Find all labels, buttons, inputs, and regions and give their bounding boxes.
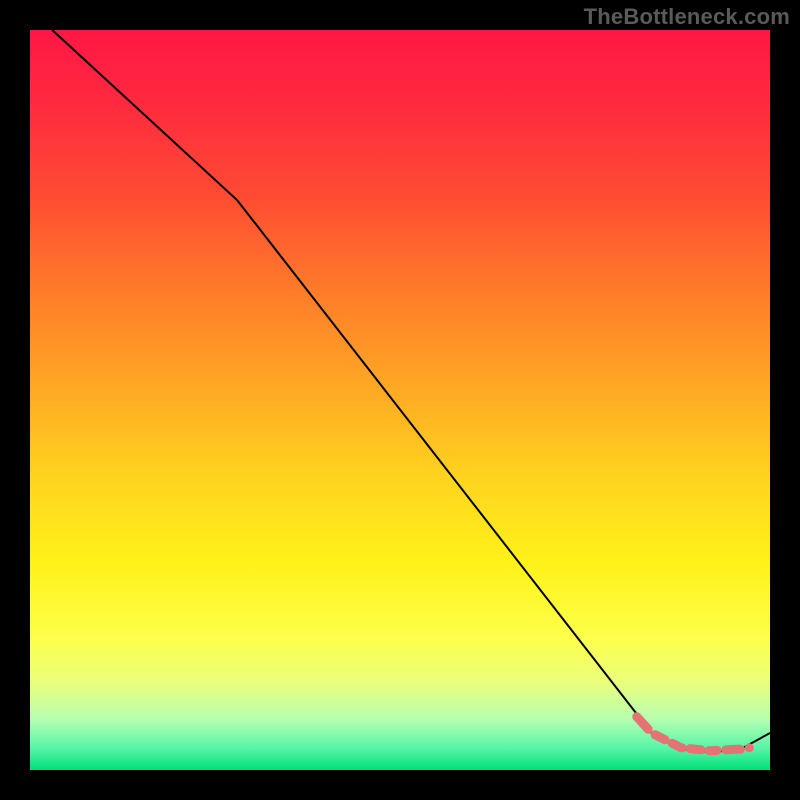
chart-stage: TheBottleneck.com [0,0,800,800]
attribution-label: TheBottleneck.com [584,4,790,30]
bottleneck-chart-svg [0,0,800,800]
marker-highlight-segment-end-dot [745,743,754,752]
gradient-plot-area [30,30,770,770]
